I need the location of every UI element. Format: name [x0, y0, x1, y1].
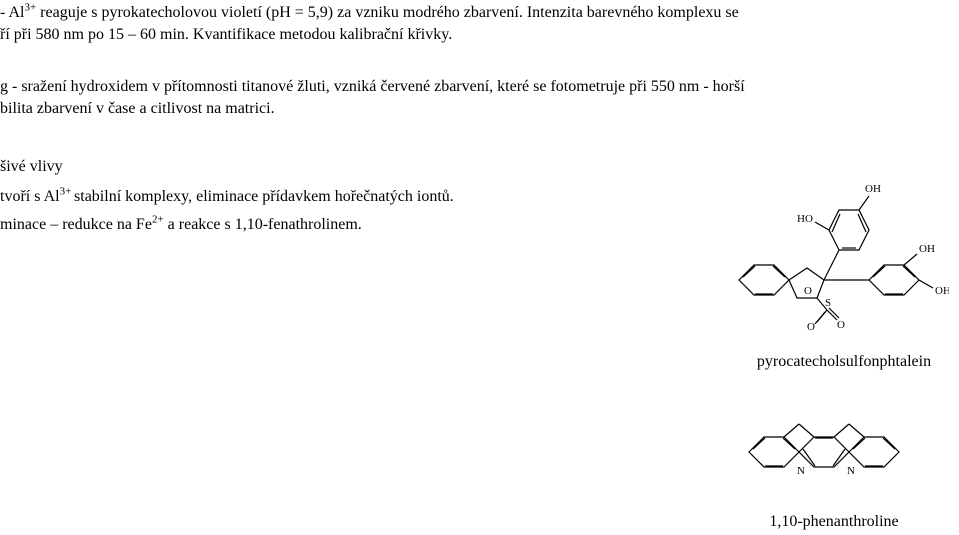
- label-o: O: [804, 285, 812, 297]
- text: minace – redukce na Fe: [0, 216, 152, 233]
- document-page: - Al3+ reaguje s pyrokatecholovou violet…: [0, 0, 959, 535]
- paragraph-mg: g - sražení hydroxidem v přítomnosti tit…: [0, 76, 949, 119]
- text: - sražení hydroxidem v přítomnosti titan…: [8, 78, 745, 95]
- label-oh: OH: [935, 285, 949, 297]
- superscript: 2+: [152, 214, 164, 226]
- text: tvoří s Al: [0, 188, 60, 205]
- text: ří při 580 nm po 15 – 60 min. Kvantifika…: [0, 26, 452, 43]
- label-s: S: [825, 297, 831, 309]
- text: bilita zbarvení v čase a citlivost na ma…: [0, 100, 275, 117]
- label-o: O: [837, 319, 845, 331]
- label-n: N: [847, 465, 855, 477]
- label-o: O: [807, 321, 815, 333]
- text-underline: g: [0, 78, 8, 95]
- text: reaguje s pyrokatecholovou violetí (pH =…: [36, 4, 739, 21]
- text: šivé vlivy: [0, 158, 63, 175]
- figure-area: OH HO OH OH S O O O pyrocatecholsulfonph…: [679, 130, 949, 530]
- label-ho: HO: [797, 213, 813, 225]
- molecule-pyrocatecholsulfonphtalein: OH HO OH OH S O O O: [679, 130, 949, 350]
- superscript: 3+: [24, 2, 36, 14]
- paragraph-fe: minace – redukce na Fe2+ a reakce s 1,10…: [0, 214, 759, 236]
- text: - Al: [0, 4, 24, 21]
- molecule-label-1: pyrocatecholsulfonphtalein: [739, 351, 949, 373]
- label-oh: OH: [919, 243, 935, 255]
- paragraph-al: - Al3+ reaguje s pyrokatecholovou violet…: [0, 2, 759, 45]
- label-n: N: [797, 465, 805, 477]
- molecule-phenanthroline: N N: [679, 382, 949, 512]
- text: a reakce s 1,10-fenathrolinem.: [164, 216, 362, 233]
- paragraph-al-complex: tvoří s Al3+ stabilní komplexy, eliminac…: [0, 186, 759, 208]
- label-oh: OH: [865, 183, 881, 195]
- superscript: 3+: [60, 186, 74, 198]
- text: stabilní komplexy, eliminace přídavkem h…: [74, 188, 454, 205]
- paragraph-vlivy: šivé vlivy: [0, 156, 759, 178]
- molecule-label-2: 1,10-phenanthroline: [719, 511, 949, 533]
